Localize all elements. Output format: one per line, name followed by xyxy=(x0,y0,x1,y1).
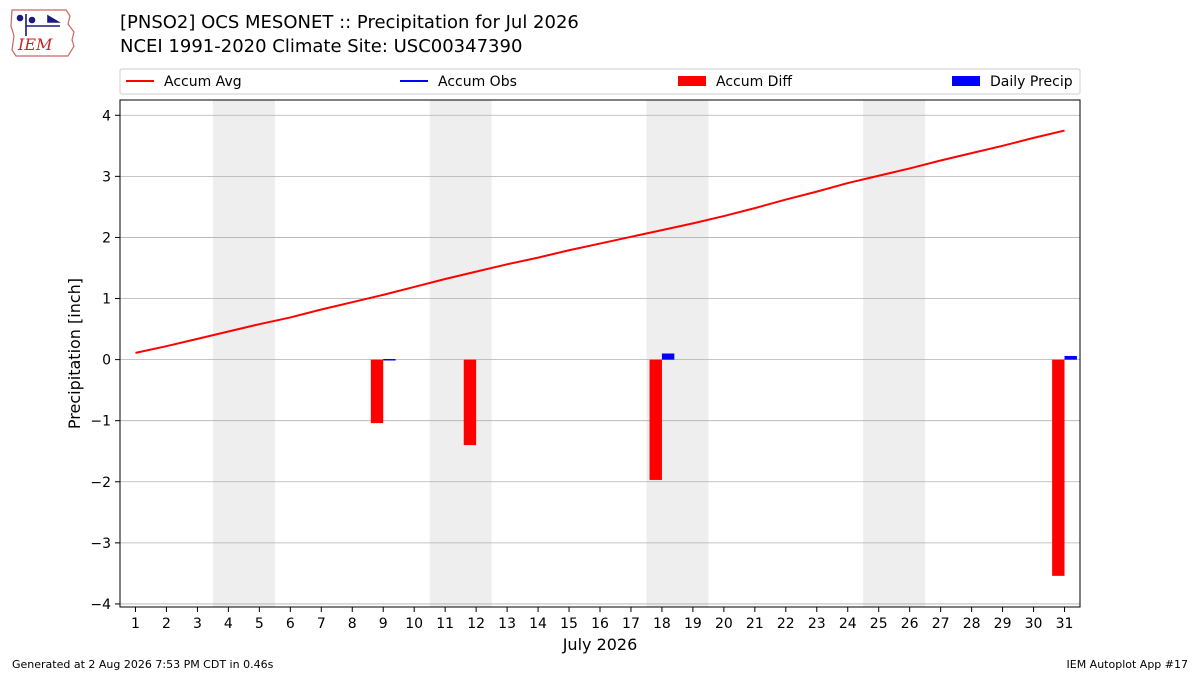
accum-avg-line-group xyxy=(135,129,1065,354)
x-tick-label: 7 xyxy=(317,616,326,632)
y-tick-label: 1 xyxy=(102,292,111,308)
x-tick-label: 22 xyxy=(777,616,795,632)
x-tick-label: 6 xyxy=(286,616,295,632)
y-tick-label: −1 xyxy=(90,414,111,430)
x-tick-label: 5 xyxy=(255,616,264,632)
weather-station-icon xyxy=(16,14,61,36)
x-tick-label: 25 xyxy=(870,616,888,632)
x-tick-label: 1 xyxy=(131,616,140,632)
y-axis: −4 −3 −2 −1 0 1 2 3 4 xyxy=(90,108,120,613)
y-axis-label: Precipitation [inch] xyxy=(65,278,84,429)
x-tick-label: 10 xyxy=(405,616,423,632)
chart-title-line-1: [PNSO2] OCS MESONET :: Precipitation for… xyxy=(120,12,579,33)
x-tick-label: 30 xyxy=(1025,616,1043,632)
x-tick-label: 12 xyxy=(467,616,485,632)
weekend-shade-band xyxy=(212,100,275,607)
x-tick-label: 23 xyxy=(808,616,826,632)
y-tick-label: −3 xyxy=(90,536,111,552)
weekend-shade-band xyxy=(429,100,492,607)
weekend-shade-band xyxy=(646,100,709,607)
x-tick-label: 28 xyxy=(963,616,981,632)
y-tick-label: −4 xyxy=(90,597,111,613)
logo-text: IEM xyxy=(17,35,53,54)
iem-logo: IEM xyxy=(10,9,75,57)
x-tick-label: 26 xyxy=(901,616,919,632)
daily-precip-bar xyxy=(661,353,675,360)
accum-diff-bar xyxy=(1052,359,1065,576)
x-tick-label: 24 xyxy=(839,616,857,632)
y-tick-label: 4 xyxy=(102,108,111,124)
x-tick-label: 20 xyxy=(715,616,733,632)
accum-avg-line xyxy=(135,129,1065,354)
x-tick-label: 19 xyxy=(684,616,702,632)
x-tick-label: 18 xyxy=(653,616,671,632)
legend-label: Accum Obs xyxy=(438,74,517,90)
chart-title-line-2: NCEI 1991-2020 Climate Site: USC00347390 xyxy=(120,36,523,57)
daily-precip-bar xyxy=(383,358,396,361)
x-axis: 1 2 3 4 5 6 7 8 9 10 11 12 13 14 15 16 17 18 19 20 21 22 23 24 2… xyxy=(131,607,1073,632)
gridlines xyxy=(120,114,1080,605)
plot-area-frame xyxy=(119,99,1081,608)
footer-generated-text: Generated at 2 Aug 2026 7:53 PM CDT in 0… xyxy=(12,658,274,671)
legend-label: Daily Precip xyxy=(990,74,1073,90)
x-tick-label: 13 xyxy=(498,616,516,632)
y-tick-label: 2 xyxy=(102,230,111,246)
x-tick-label: 31 xyxy=(1056,616,1074,632)
y-tick-label: 3 xyxy=(102,169,111,185)
legend-label: Accum Diff xyxy=(716,74,792,90)
x-tick-label: 29 xyxy=(994,616,1012,632)
weekend-shade-band xyxy=(863,100,926,607)
daily-precip-bar xyxy=(1064,355,1077,360)
legend-box xyxy=(119,68,1081,95)
x-tick-label: 8 xyxy=(348,616,357,632)
accum-diff-bar xyxy=(649,359,662,480)
y-tick-label: 0 xyxy=(102,353,111,369)
x-axis-label: July 2026 xyxy=(562,635,638,654)
x-tick-label: 17 xyxy=(622,616,640,632)
x-tick-label: 9 xyxy=(379,616,388,632)
legend-swatch-accum-diff xyxy=(678,76,706,86)
x-tick-label: 21 xyxy=(746,616,764,632)
weekend-shading xyxy=(212,100,926,607)
accum-diff-bar xyxy=(370,359,384,424)
accum-diff-bar xyxy=(463,359,477,446)
x-tick-label: 11 xyxy=(436,616,454,632)
x-tick-label: 14 xyxy=(529,616,547,632)
x-tick-label: 4 xyxy=(224,616,233,632)
x-tick-label: 27 xyxy=(932,616,950,632)
x-tick-label: 2 xyxy=(162,616,171,632)
legend-label: Accum Avg xyxy=(164,74,242,90)
bars xyxy=(370,353,1077,576)
x-tick-label: 3 xyxy=(193,616,202,632)
x-tick-label: 16 xyxy=(591,616,609,632)
x-tick-label: 15 xyxy=(560,616,578,632)
y-tick-label: −2 xyxy=(90,475,111,491)
legend-swatch-daily-precip xyxy=(952,76,980,86)
legend: Accum Avg Accum Obs Accum Diff Daily Precip xyxy=(119,68,1081,95)
footer-app-label: IEM Autoplot App #17 xyxy=(1066,658,1189,671)
